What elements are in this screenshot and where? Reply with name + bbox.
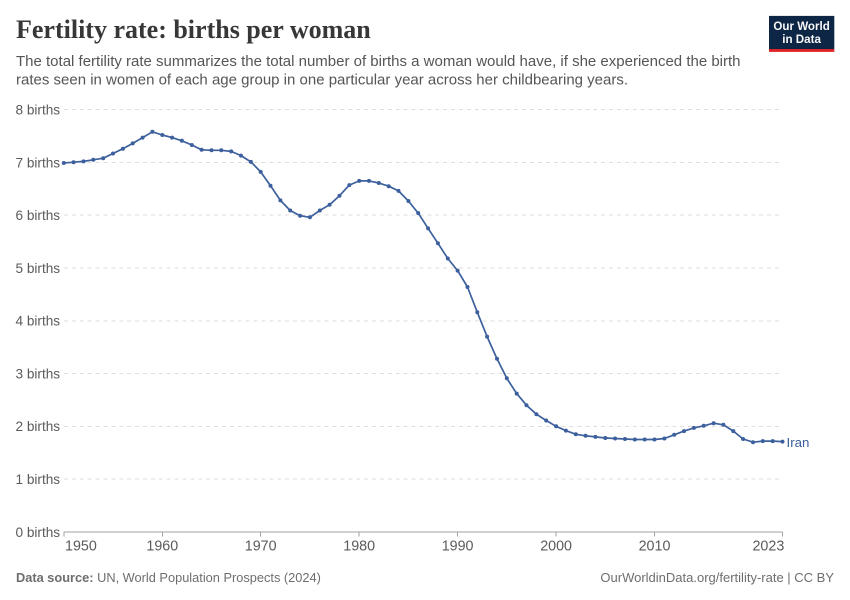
- svg-text:Data source: UN, World Populat: Data source: UN, World Population Prospe…: [16, 570, 321, 585]
- svg-text:in Data: in Data: [782, 33, 821, 46]
- svg-text:1970: 1970: [245, 539, 277, 555]
- svg-text:7 births: 7 births: [16, 155, 61, 170]
- svg-text:3 births: 3 births: [16, 367, 61, 382]
- svg-text:2010: 2010: [639, 539, 671, 555]
- svg-text:Iran: Iran: [787, 435, 810, 450]
- svg-text:The total fertility rate summa: The total fertility rate summarizes the …: [16, 53, 741, 70]
- svg-text:8 births: 8 births: [16, 103, 61, 118]
- svg-text:0 births: 0 births: [16, 525, 61, 540]
- svg-text:1980: 1980: [343, 539, 375, 555]
- svg-text:4 births: 4 births: [16, 314, 61, 329]
- svg-text:OurWorldinData.org/fertility-r: OurWorldinData.org/fertility-rate | CC B…: [600, 570, 834, 585]
- svg-text:Our World: Our World: [773, 20, 829, 33]
- svg-text:2 births: 2 births: [16, 419, 61, 434]
- svg-text:Fertility rate: births per wom: Fertility rate: births per woman: [16, 15, 371, 44]
- svg-text:1990: 1990: [442, 539, 474, 555]
- svg-text:1 births: 1 births: [16, 472, 61, 487]
- svg-text:5 births: 5 births: [16, 261, 61, 276]
- svg-text:1960: 1960: [146, 539, 178, 555]
- svg-text:6 births: 6 births: [16, 208, 61, 223]
- svg-text:2000: 2000: [540, 539, 572, 555]
- svg-text:1950: 1950: [65, 539, 97, 555]
- svg-text:2023: 2023: [752, 539, 784, 555]
- svg-text:rates seen in women of each ag: rates seen in women of each age group in…: [16, 71, 628, 88]
